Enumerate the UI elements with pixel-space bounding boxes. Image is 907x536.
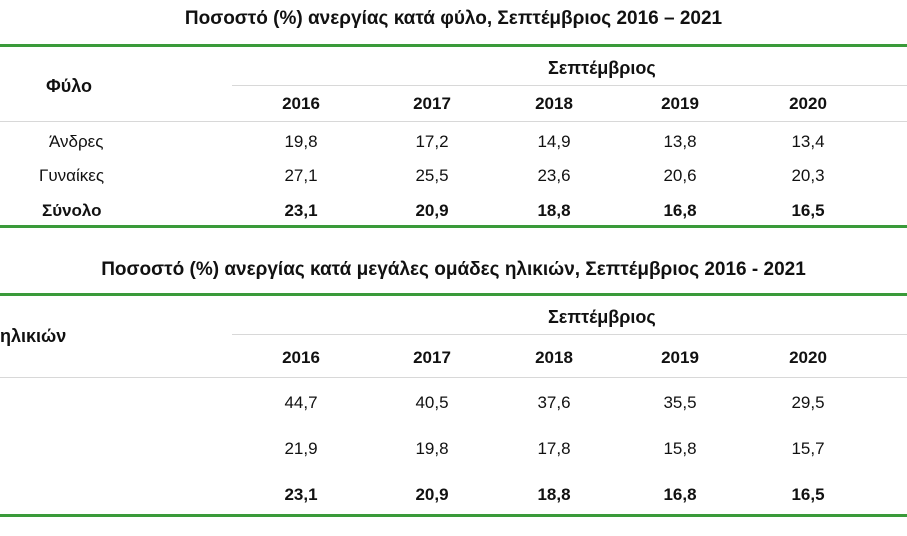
table2-group-header: Σεπτέμβριος: [548, 307, 656, 327]
table1-cell: 18,8: [537, 201, 571, 220]
table1-group-rule: [232, 85, 907, 86]
table2-cell: 29,5: [791, 393, 825, 412]
table2-cell: 23,1: [284, 485, 318, 504]
table1-year-2016: 2016: [282, 94, 320, 113]
table1-group-header: Σεπτέμβριος: [548, 58, 656, 78]
table1-cell: 19,8: [284, 132, 318, 151]
table2-group-rule: [232, 334, 907, 335]
table1-cell: 25,5: [415, 166, 449, 185]
table1-cell: 14,9: [537, 132, 571, 151]
table2-title: Ποσοστό (%) ανεργίας κατά μεγάλες ομάδες…: [101, 259, 806, 280]
table1-cell: 23,1: [284, 201, 318, 220]
table1-cell: 27,1: [284, 166, 318, 185]
table2-cell: 19,8: [415, 439, 449, 458]
table1-cell: 20,3: [791, 166, 825, 185]
table1-year-2020: 2020: [789, 94, 827, 113]
table2-year-2018: 2018: [535, 348, 573, 367]
table2-cell: 35,5: [663, 393, 697, 412]
table2-year-2017: 2017: [413, 348, 451, 367]
table1-row-label-men: Άνδρες: [49, 132, 104, 151]
table1-year-2019: 2019: [661, 94, 699, 113]
table1-cell: 13,4: [791, 132, 825, 151]
table1-row-label-women: Γυναίκες: [39, 166, 105, 185]
table2-cell: 20,9: [415, 485, 449, 504]
table1-year-2018: 2018: [535, 94, 573, 113]
table1-header-rule: [0, 121, 907, 122]
table2-cell: 37,6: [537, 393, 571, 412]
table1-top-rule: [0, 44, 907, 47]
table2-year-2016: 2016: [282, 348, 320, 367]
table1-cell: 13,8: [663, 132, 697, 151]
table2-cell: 44,7: [284, 393, 318, 412]
table2-cell: 16,5: [791, 485, 825, 504]
table1-cell: 16,8: [663, 201, 697, 220]
table1-cell: 23,6: [537, 166, 571, 185]
table2-cell: 15,7: [791, 439, 825, 458]
table1-year-2017: 2017: [413, 94, 451, 113]
table2-top-rule: [0, 293, 907, 296]
table2-bottom-rule: [0, 514, 907, 517]
table2-header-rule: [0, 377, 907, 378]
table1-cell: 17,2: [415, 132, 449, 151]
table1-cell: 16,5: [791, 201, 825, 220]
table1-row-header: Φύλο: [46, 76, 93, 96]
table1-row-label-total: Σύνολο: [42, 201, 102, 220]
table2-cell: 15,8: [663, 439, 697, 458]
table2-cell: 18,8: [537, 485, 571, 504]
table1-bottom-rule: [0, 225, 907, 228]
table2-cell: 16,8: [663, 485, 697, 504]
table1-title: Ποσοστό (%) ανεργίας κατά φύλο, Σεπτέμβρ…: [184, 8, 723, 29]
table2-cell: 21,9: [284, 439, 318, 458]
table2-row-header: ηλικιών: [0, 326, 67, 346]
table2-year-2020: 2020: [789, 348, 827, 367]
table2-cell: 17,8: [537, 439, 571, 458]
table2-year-2019: 2019: [661, 348, 699, 367]
table1-cell: 20,6: [663, 166, 697, 185]
table2-cell: 40,5: [415, 393, 449, 412]
table1-cell: 20,9: [415, 201, 449, 220]
